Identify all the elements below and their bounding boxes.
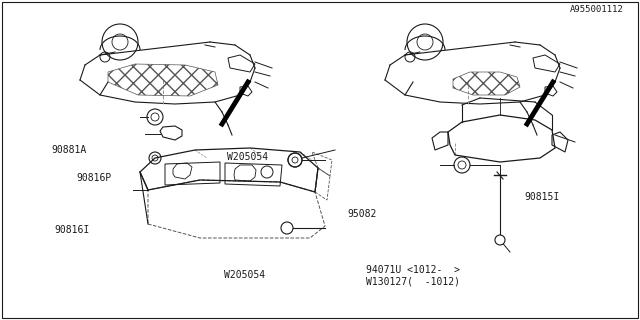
Text: W130127(  -1012): W130127( -1012) [366, 276, 460, 287]
Text: W205054: W205054 [227, 152, 268, 162]
Text: 90815I: 90815I [525, 192, 560, 202]
Text: W205054: W205054 [224, 270, 265, 280]
Text: 90816I: 90816I [54, 225, 90, 236]
Text: 95082: 95082 [347, 209, 376, 220]
Text: 94071U <1012-  >: 94071U <1012- > [366, 265, 460, 276]
Text: 90816P: 90816P [77, 172, 112, 183]
Text: 90881A: 90881A [51, 145, 86, 156]
Circle shape [495, 235, 505, 245]
Text: A955001112: A955001112 [570, 5, 624, 14]
